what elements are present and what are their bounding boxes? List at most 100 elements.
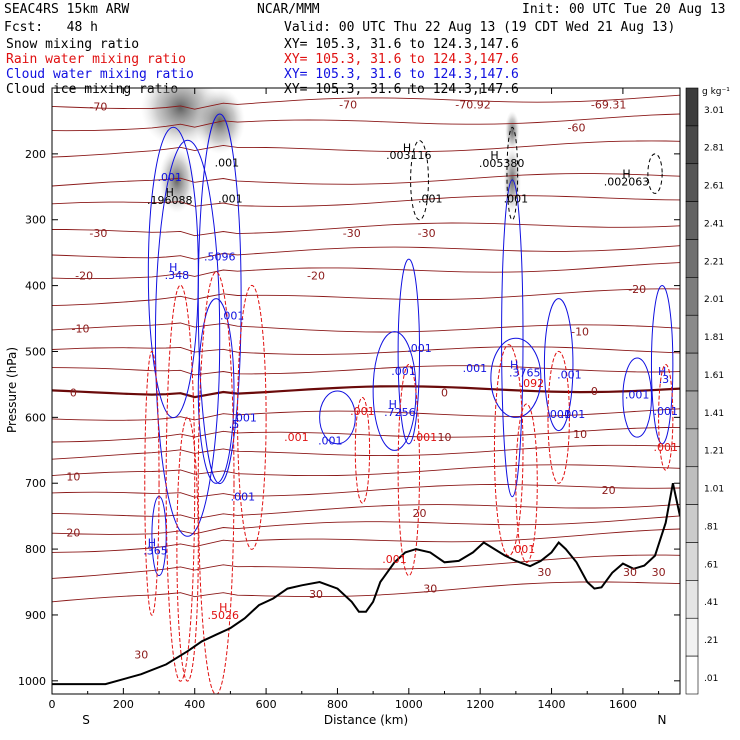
isotherm-label: 10 [66,471,80,484]
maximum-label: H [490,149,498,162]
contour-value-label: .001 [463,362,488,375]
colorbar-label: 1.21 [704,447,724,457]
x-tick-label: 0 [49,698,56,711]
isotherm-label: 30 [134,648,148,661]
isotherm-line [52,262,680,280]
maximum-label: H [622,168,630,181]
isotherm-label: -69.31 [591,98,626,111]
rain-water-contour [197,271,235,694]
x-tick-label: 800 [327,698,348,711]
cloud-water-contour [490,337,542,418]
maximum-label: .002063 [604,176,650,189]
y-tick-label: 500 [25,345,46,358]
x-tick-label: 600 [256,698,277,711]
isotherm-label: 0 [70,386,77,399]
contour-value-label: .001 [284,431,309,444]
rain-water-contour [354,396,371,504]
maximum-label: H [166,186,174,199]
snow-shading [158,147,195,214]
isotherm-label: 10 [573,428,587,441]
forecast-hour: Fcst: 48 h [4,20,98,35]
colorbar-segment [685,542,699,581]
contour-value-label: .092 [520,377,545,390]
rain-water-contour [547,350,570,484]
colorbar-label: 3.01 [704,106,724,116]
isotherm-label: 20 [413,507,427,520]
cloud-water-contour [319,390,356,445]
maximum-label: .3 [659,373,670,386]
maximum-label: H [169,261,177,274]
isotherm-label: 30 [537,566,551,579]
rain-water-contour [493,344,524,557]
isotherm-line [52,528,680,553]
isotherm-label: 30 [652,566,666,579]
maximum-label: H [219,601,227,614]
colorbar-segment [685,125,699,165]
maximum-label: H [389,398,397,411]
colorbar-label: .41 [704,598,718,608]
colorbar-segment [685,163,699,202]
isotherm-line [52,581,680,603]
isotherm-line [52,365,680,376]
contour-value-label: .001 [318,434,343,447]
colorbar-label: 2.81 [704,144,724,154]
isotherm-line [52,288,680,307]
cloud-water-contour [501,179,524,498]
cloud-ice-contour [506,126,519,221]
colorbar-label: 2.01 [704,295,724,305]
isotherm-line [52,173,680,187]
isotherm-label: -20 [75,270,93,283]
contour-value-label: .001 [418,193,443,206]
colorbar-label: .21 [704,636,718,646]
maximum-label: .7256 [384,406,416,419]
contour-value-label: .001 [557,369,582,382]
contour-value-label: .001 [511,543,536,556]
isotherm-line [52,464,680,477]
colorbar-label: .01 [704,674,718,684]
org-label: NCAR/MMM [257,2,320,17]
x-tick-label: 400 [184,698,205,711]
isotherm-label: -30 [89,227,107,240]
contour-value-label: .001 [218,193,243,206]
contour-value-label: .001 [625,388,650,401]
y-tick-label: 600 [25,411,46,424]
cloud-water-contour [197,113,242,485]
colorbar-segment [685,617,699,657]
field-xy-rain: XY= 105.3, 31.6 to 124.3,147.6 [284,52,519,67]
isotherm-label: 20 [66,527,80,540]
y-tick-label: 300 [25,214,46,227]
cloud-water-contour [397,258,421,445]
x-tick-label: 1000 [395,698,423,711]
isotherm-label: 0 [441,386,448,399]
isotherm-label: -70.92 [455,98,490,111]
contour-value-label: .001 [382,553,407,566]
isotherm-label: 10 [438,431,452,444]
rain-water-contour [165,284,196,682]
isotherm-line [52,503,680,520]
colorbar-segment [685,655,699,695]
colorbar-unit: g kg⁻¹ [702,87,730,97]
colorbar-segment [685,390,699,430]
isotherm-line [52,426,680,443]
maximum-label: .003116 [386,149,432,162]
y-tick-label: 400 [25,280,46,293]
contour-value-label: .001 [215,156,240,169]
isotherm-line [52,140,680,158]
field-name-snow: Snow mixing ratio [6,37,140,52]
valid-time: Valid: 00 UTC Thu 22 Aug 13 (19 CDT Wed … [284,20,676,35]
colorbar-label: 1.41 [704,409,724,419]
isotherm-line [52,222,680,237]
colorbar-segment [685,466,699,505]
contour-value-label: .001 [350,405,375,418]
maximum-label: H [148,537,156,550]
isotherm-line [52,195,680,207]
colorbar-segment [685,352,699,392]
isotherm-label: -10 [571,326,589,339]
isotherm-line [52,245,680,260]
maximum-label: .5096 [204,251,236,264]
contour-value-label: .001 [407,342,432,355]
x-tick-label: 200 [113,698,134,711]
rain-water-contour [515,403,538,563]
rain-water-contour [144,350,160,616]
